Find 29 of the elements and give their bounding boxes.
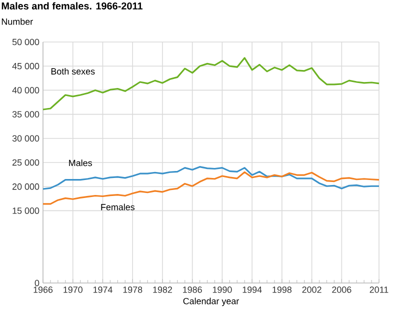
x-tick-label: 1982	[153, 286, 172, 293]
y-tick-label: 25 000	[12, 159, 40, 166]
y-axis-title: Number	[2, 18, 33, 25]
x-tick-label: 1974	[93, 286, 112, 293]
x-tick-label: 1986	[183, 286, 202, 293]
x-axis-title: Calendar year	[183, 298, 239, 306]
x-tick-label: 2011	[370, 286, 388, 293]
x-tick-label: 1998	[272, 286, 292, 293]
x-tick-label: 1994	[242, 286, 262, 293]
series-label: Females	[101, 204, 135, 210]
series-label: Both sexes	[51, 68, 95, 75]
y-tick-label: 20 000	[12, 183, 40, 190]
x-tick-label: 1970	[64, 286, 82, 293]
y-tick-label: 30 000	[12, 135, 40, 142]
x-tick-label: 2006	[332, 286, 352, 293]
line-series	[42, 57, 380, 110]
series-label: Males	[69, 160, 92, 166]
chart-title: Males and females. 1966-2011	[2, 2, 143, 10]
x-tick-label: 1990	[212, 286, 232, 293]
y-tick-label: 40 000	[12, 87, 40, 94]
y-tick-label: 15 000	[12, 208, 40, 214]
y-tick-label: 0	[34, 280, 40, 286]
y-tick-label: 35 000	[12, 111, 40, 118]
y-tick-label: 45 000	[12, 62, 40, 70]
line-series	[42, 171, 380, 205]
y-tick-label: 50 000	[12, 38, 40, 46]
x-tick-label: 2002	[302, 286, 322, 293]
x-tick-label: 1966	[34, 286, 53, 293]
x-tick-label: 1978	[123, 286, 142, 293]
